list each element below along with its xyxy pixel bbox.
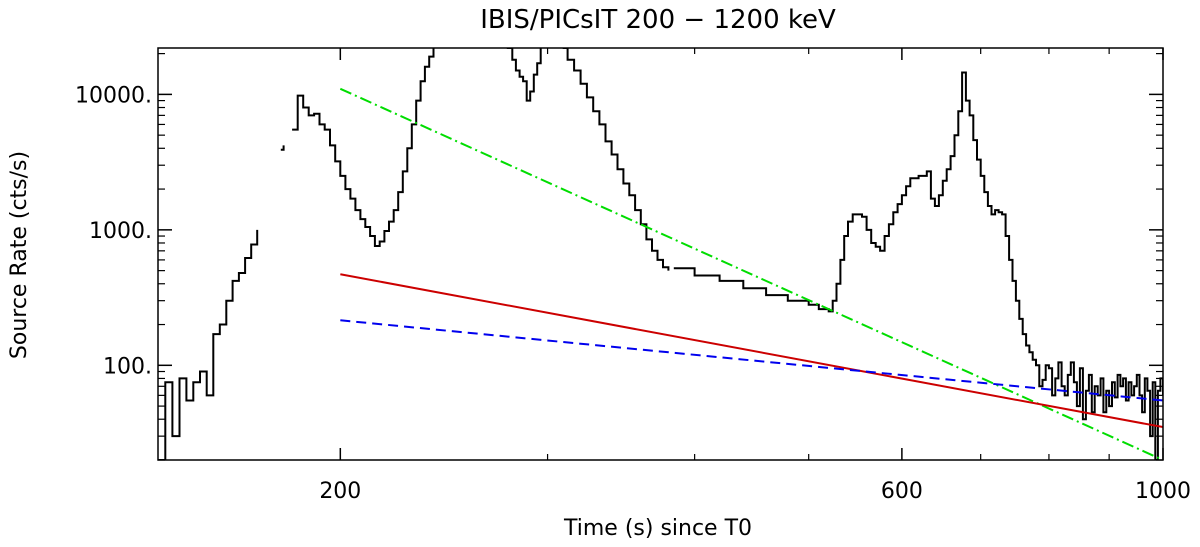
light-curve-segment [280,145,285,151]
light-curve-segment [506,48,542,102]
plot-area [158,48,1163,460]
light-curve-segment [158,229,259,460]
fit-line-dash-dot [339,87,1163,460]
y-axis-label: Source Rate (cts/s) [7,151,32,359]
fit-line-dashed [340,319,1163,402]
chart-title: IBIS/PICsIT 200 − 1200 keV [480,5,836,35]
y-tick-label: 1000. [89,219,152,244]
x-axis-label: Time (s) since T0 [563,516,752,541]
light-curve-segment [292,48,435,247]
x-tick-label: 1000 [1135,479,1191,504]
x-tick-label: 600 [881,479,923,504]
light-curve-segment [673,71,1163,460]
fit-line-solid [340,273,1163,429]
axis-ticks: 200 600 1000 100. 1000. 10000. [75,48,1191,504]
light-curve-segment [562,48,670,271]
plot-frame [157,47,1164,461]
y-tick-label: 100. [103,354,152,379]
x-tick-label: 200 [319,479,361,504]
y-tick-label: 10000. [75,83,152,108]
